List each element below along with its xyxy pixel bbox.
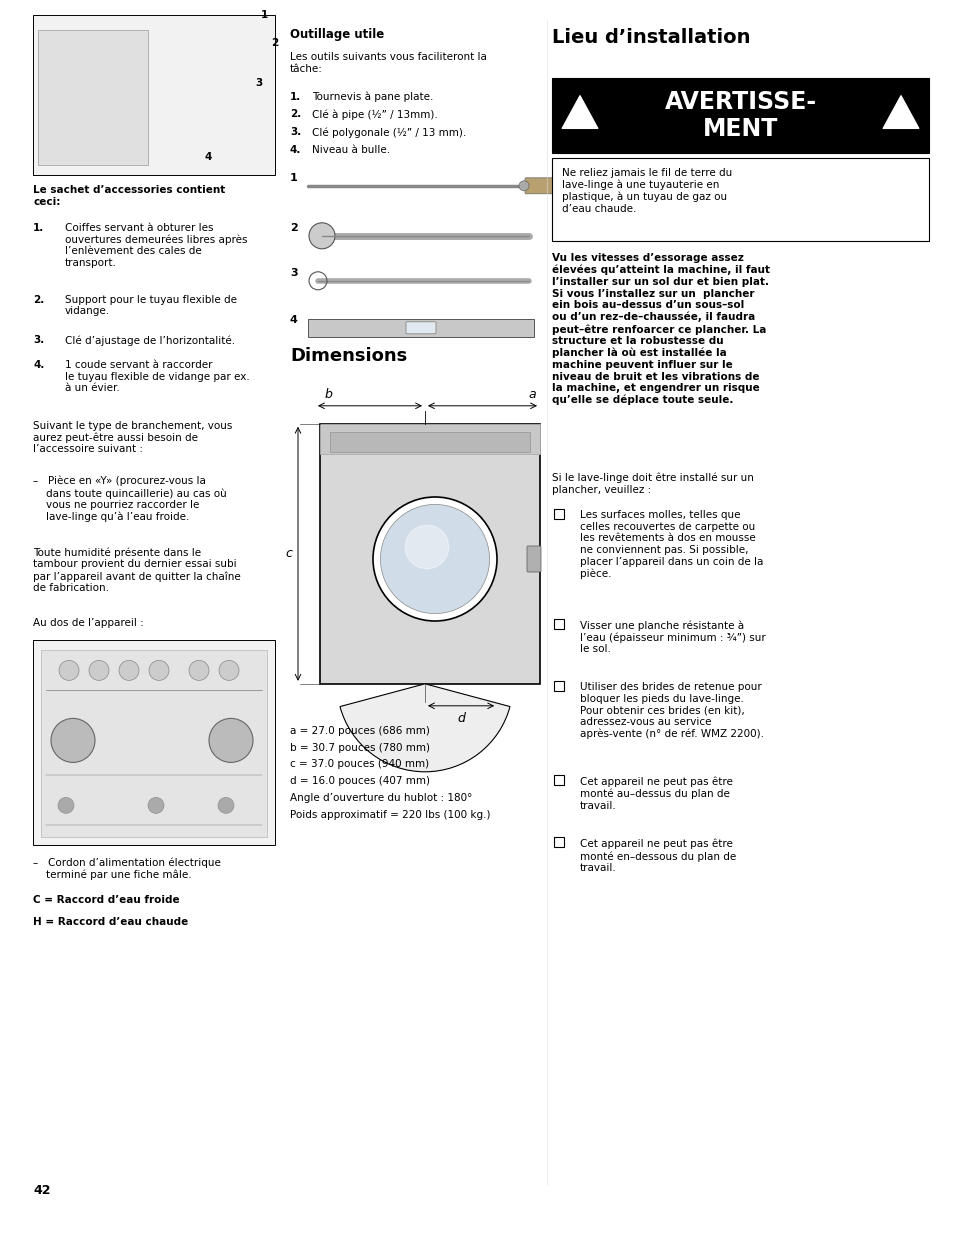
- Text: Outillage utile: Outillage utile: [290, 28, 384, 41]
- Circle shape: [59, 661, 79, 680]
- Text: 2.: 2.: [33, 295, 44, 305]
- Text: a: a: [527, 388, 535, 401]
- Text: Cet appareil ne peut pas être
monté au–dessus du plan de
travail.: Cet appareil ne peut pas être monté au–d…: [579, 777, 732, 810]
- Circle shape: [373, 496, 497, 621]
- Text: 42: 42: [33, 1184, 51, 1197]
- Text: Niveau à bulle.: Niveau à bulle.: [312, 144, 390, 156]
- Circle shape: [89, 661, 109, 680]
- Text: Coiffes servant à obturer les
ouvertures demeurées libres après
l’enlèvement des: Coiffes servant à obturer les ouvertures…: [65, 222, 247, 268]
- Text: 1 coude servant à raccorder
le tuyau flexible de vidange par ex.
à un évier.: 1 coude servant à raccorder le tuyau fle…: [65, 361, 250, 394]
- FancyBboxPatch shape: [554, 837, 563, 847]
- FancyBboxPatch shape: [330, 432, 530, 452]
- Polygon shape: [882, 95, 918, 128]
- Circle shape: [219, 661, 239, 680]
- Circle shape: [209, 719, 253, 762]
- Text: –   Cordon d’alimentation électrique
    terminé par une fiche mâle.: – Cordon d’alimentation électrique termi…: [33, 857, 221, 881]
- FancyBboxPatch shape: [41, 651, 267, 837]
- Text: !: !: [898, 114, 902, 124]
- Text: Poids approximatif = 220 lbs (100 kg.): Poids approximatif = 220 lbs (100 kg.): [290, 810, 490, 820]
- FancyBboxPatch shape: [33, 15, 274, 175]
- Circle shape: [518, 180, 529, 190]
- Circle shape: [149, 661, 169, 680]
- Circle shape: [58, 798, 74, 814]
- Text: 3.: 3.: [290, 127, 301, 137]
- Wedge shape: [339, 684, 510, 772]
- Text: !: !: [577, 114, 582, 124]
- Text: 1.: 1.: [33, 222, 44, 232]
- Text: Les surfaces molles, telles que
celles recouvertes de carpette ou
les revêtement: Les surfaces molles, telles que celles r…: [579, 510, 762, 579]
- Text: H = Raccord d’eau chaude: H = Raccord d’eau chaude: [33, 916, 188, 926]
- FancyBboxPatch shape: [406, 322, 436, 333]
- Text: Support pour le tuyau flexible de
vidange.: Support pour le tuyau flexible de vidang…: [65, 295, 236, 316]
- Circle shape: [189, 661, 209, 680]
- Text: 2: 2: [271, 38, 278, 48]
- Text: Utiliser des brides de retenue pour
bloquer les pieds du lave-linge.
Pour obteni: Utiliser des brides de retenue pour bloq…: [579, 683, 763, 740]
- FancyBboxPatch shape: [38, 30, 148, 165]
- Text: 1: 1: [290, 173, 297, 183]
- Polygon shape: [561, 95, 598, 128]
- FancyBboxPatch shape: [33, 641, 274, 846]
- Text: –   Pièce en «Y» (procurez-vous la
    dans toute quincaillerie) au cas où
    v: – Pièce en «Y» (procurez-vous la dans to…: [33, 475, 227, 522]
- Text: a = 27.0 pouces (686 mm): a = 27.0 pouces (686 mm): [290, 726, 430, 736]
- Text: b: b: [325, 388, 333, 401]
- Circle shape: [119, 661, 139, 680]
- Text: C = Raccord d’eau froide: C = Raccord d’eau froide: [33, 895, 179, 905]
- Text: 4: 4: [290, 315, 297, 325]
- Circle shape: [405, 525, 448, 568]
- Text: Cet appareil ne peut pas être
monté en–dessous du plan de
travail.: Cet appareil ne peut pas être monté en–d…: [579, 839, 736, 873]
- Circle shape: [51, 719, 95, 762]
- Text: Ne reliez jamais le fil de terre du
lave-linge à une tuyauterie en
plastique, à : Ne reliez jamais le fil de terre du lave…: [561, 168, 732, 214]
- FancyBboxPatch shape: [526, 546, 540, 572]
- FancyBboxPatch shape: [554, 509, 563, 519]
- Text: 3.: 3.: [33, 336, 44, 346]
- Text: Visser une planche résistante à
l’eau (épaisseur minimum : ¾”) sur
le sol.: Visser une planche résistante à l’eau (é…: [579, 620, 765, 655]
- Text: Les outils suivants vous faciliteront la
tâche:: Les outils suivants vous faciliteront la…: [290, 52, 486, 74]
- Circle shape: [380, 504, 489, 614]
- Text: d = 16.0 pouces (407 mm): d = 16.0 pouces (407 mm): [290, 777, 430, 787]
- Text: Tournevis à pane plate.: Tournevis à pane plate.: [312, 91, 433, 103]
- Text: AVERTISSE-
MENT: AVERTISSE- MENT: [663, 90, 816, 141]
- Text: 3: 3: [290, 268, 297, 278]
- Text: 1: 1: [261, 10, 268, 20]
- Text: Si le lave-linge doit être installé sur un
plancher, veuillez :: Si le lave-linge doit être installé sur …: [552, 473, 753, 495]
- Circle shape: [309, 222, 335, 248]
- Text: 3: 3: [254, 78, 262, 88]
- Text: Vu les vitesses d’essorage assez
élevées qu’atteint la machine, il faut
l’instal: Vu les vitesses d’essorage assez élevées…: [552, 253, 769, 405]
- FancyBboxPatch shape: [319, 424, 539, 453]
- Text: 2: 2: [290, 222, 297, 233]
- Text: 4: 4: [205, 152, 213, 162]
- FancyBboxPatch shape: [319, 424, 539, 684]
- Text: Clé polygonale (½” / 13 mm).: Clé polygonale (½” / 13 mm).: [312, 127, 466, 137]
- FancyBboxPatch shape: [554, 680, 563, 690]
- Text: Au dos de l’appareil :: Au dos de l’appareil :: [33, 619, 144, 629]
- Circle shape: [148, 798, 164, 814]
- Circle shape: [218, 798, 233, 814]
- Text: Toute humidité présente dans le
tambour provient du dernier essai subi
par l’app: Toute humidité présente dans le tambour …: [33, 547, 240, 593]
- Text: c: c: [285, 547, 292, 561]
- Text: Clé à pipe (½” / 13mm).: Clé à pipe (½” / 13mm).: [312, 110, 437, 120]
- Text: b = 30.7 pouces (780 mm): b = 30.7 pouces (780 mm): [290, 742, 430, 752]
- Text: Lieu d’installation: Lieu d’installation: [552, 28, 750, 47]
- Text: 4.: 4.: [290, 144, 301, 156]
- Text: 2.: 2.: [290, 110, 301, 120]
- FancyBboxPatch shape: [552, 78, 928, 153]
- Text: c = 37.0 pouces (940 mm): c = 37.0 pouces (940 mm): [290, 760, 429, 769]
- FancyBboxPatch shape: [308, 319, 534, 337]
- Text: d: d: [456, 711, 464, 725]
- FancyBboxPatch shape: [554, 619, 563, 629]
- FancyBboxPatch shape: [524, 178, 555, 194]
- Text: Le sachet d’accessories contient
ceci:: Le sachet d’accessories contient ceci:: [33, 185, 225, 206]
- Text: Dimensions: Dimensions: [290, 347, 407, 364]
- FancyBboxPatch shape: [552, 158, 928, 241]
- Text: 4.: 4.: [33, 361, 45, 370]
- Text: Clé d’ajustage de l’horizontalité.: Clé d’ajustage de l’horizontalité.: [65, 336, 234, 346]
- Text: Suivant le type de branchement, vous
aurez peut-être aussi besoin de
l’accessoir: Suivant le type de branchement, vous aur…: [33, 421, 233, 454]
- Text: Angle d’ouverture du hublot : 180°: Angle d’ouverture du hublot : 180°: [290, 793, 472, 803]
- FancyBboxPatch shape: [554, 774, 563, 785]
- Text: 1.: 1.: [290, 91, 301, 101]
